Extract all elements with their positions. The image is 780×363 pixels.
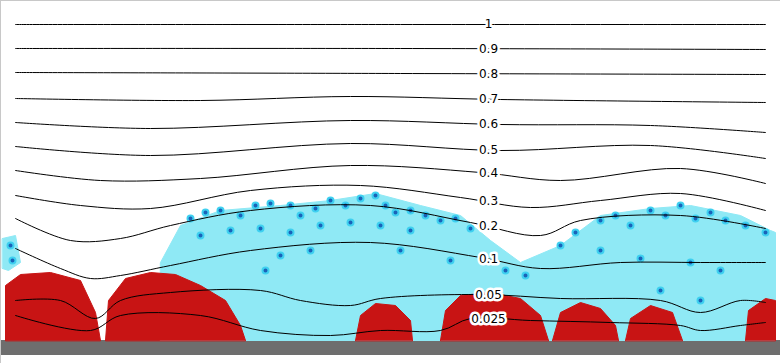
svg-text:0.1: 0.1 xyxy=(479,252,498,266)
svg-text:0.7: 0.7 xyxy=(479,92,498,106)
svg-text:0.025: 0.025 xyxy=(471,312,505,326)
svg-text:0.6: 0.6 xyxy=(479,117,498,131)
svg-text:0.9: 0.9 xyxy=(479,42,498,56)
svg-text:1: 1 xyxy=(485,17,493,31)
svg-text:0.5: 0.5 xyxy=(479,143,498,157)
svg-text:0.3: 0.3 xyxy=(479,194,498,208)
svg-text:0.05: 0.05 xyxy=(475,288,502,302)
svg-text:0.8: 0.8 xyxy=(479,67,498,81)
svg-text:0.4: 0.4 xyxy=(479,166,498,180)
svg-text:0.2: 0.2 xyxy=(479,219,498,233)
